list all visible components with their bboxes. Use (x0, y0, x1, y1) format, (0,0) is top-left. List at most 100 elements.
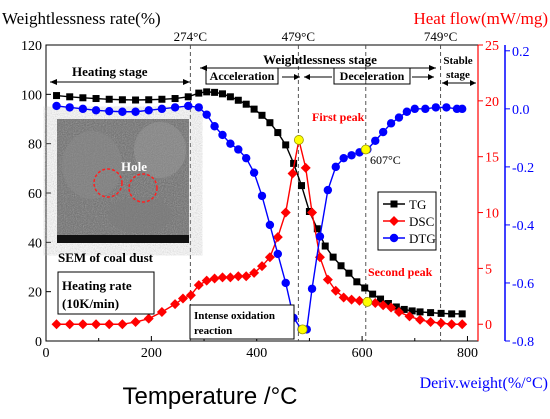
data-point-tg (274, 129, 282, 137)
data-point-tg (448, 310, 456, 318)
right2-y-tick-label: -0.8 (512, 335, 534, 350)
deceleration-box (333, 67, 411, 85)
legend-marker-tg (390, 200, 398, 208)
data-point-tg (408, 307, 416, 315)
left-y-tick-label: 120 (21, 39, 42, 54)
data-point-tg (361, 284, 369, 292)
data-point-tg (437, 309, 445, 317)
data-point-dtg (194, 103, 203, 112)
data-point-tg (384, 300, 392, 308)
data-point-tg (105, 95, 113, 103)
data-point-dsc (287, 168, 298, 179)
data-point-dtg (157, 104, 167, 114)
data-point-dtg (386, 119, 396, 128)
weightlessness-stage-label: Weightlessness stage (263, 52, 377, 67)
data-point-dsc (241, 271, 252, 282)
deceleration-label: Deceleration (340, 69, 405, 83)
data-point-tg (377, 295, 385, 303)
heating-rate-label-2: (10K/min) (62, 296, 119, 311)
data-point-tg (118, 96, 126, 104)
data-point-dsc (338, 292, 349, 303)
legend-label-tg: TG (409, 197, 426, 212)
x-tick-label: 0 (43, 346, 50, 361)
data-point-dsc (404, 311, 415, 322)
data-point-dsc (257, 261, 267, 272)
data-point-tg (145, 96, 153, 104)
data-point-dtg (315, 232, 325, 241)
data-point-dtg (170, 103, 180, 112)
data-point-tg (392, 303, 400, 311)
data-point-dsc (346, 294, 357, 305)
data-point-dsc (117, 319, 128, 330)
data-point-dsc (193, 280, 204, 291)
heating-rate-box (57, 271, 155, 315)
data-point-dsc (280, 207, 291, 218)
data-point-dsc (209, 273, 220, 284)
left-axis-title: Weightlessness rate(%) (2, 9, 161, 28)
sem-hole-marker (128, 173, 158, 203)
right2-y-tick-label: -0.4 (512, 219, 534, 234)
data-point-dsc (264, 252, 275, 263)
data-point-dsc (386, 302, 397, 313)
data-point-tg (203, 88, 211, 96)
top-temperature-label: 749°C (424, 29, 457, 44)
data-point-tg (345, 269, 353, 277)
top-temperature-label: 479°C (282, 29, 315, 44)
data-point-tg (266, 119, 274, 127)
data-point-dsc (415, 314, 426, 325)
data-point-dtg (331, 162, 340, 172)
data-point-dtg (421, 104, 430, 114)
data-point-dtg (410, 104, 419, 114)
data-point-dtg (347, 151, 356, 160)
data-point-dsc (177, 293, 188, 304)
highlight-point (297, 324, 308, 335)
data-point-dsc (425, 317, 436, 328)
data-point-dtg (241, 153, 251, 163)
data-point-dtg (234, 145, 243, 154)
data-point-dsc (322, 274, 333, 285)
sem-hole-marker (93, 168, 123, 198)
right2-y-tick-label: -0.2 (512, 161, 534, 176)
data-point-tg (353, 278, 361, 286)
intense-oxidation-label-2: reaction (194, 325, 232, 337)
data-point-tg (258, 111, 266, 119)
right1-y-tick-label: 25 (485, 39, 499, 54)
data-point-tg (458, 310, 466, 318)
data-point-dsc (51, 319, 62, 330)
stable-stage-label-2: stage (446, 69, 470, 81)
data-point-dtg (52, 101, 61, 111)
legend-label-dsc: DSC (409, 214, 434, 229)
data-point-dsc (185, 290, 196, 301)
data-point-dtg (78, 104, 88, 114)
data-point-dsc (378, 300, 389, 311)
left-y-tick-label: 40 (28, 236, 42, 251)
series-tg (53, 88, 466, 318)
x-axis-title: Temperature /°C (123, 383, 298, 410)
highlight-point (362, 297, 373, 307)
first-peak-label: First peak (312, 110, 365, 124)
data-point-tg (66, 93, 74, 101)
data-point-dtg (339, 153, 348, 163)
heating-rate-label-1: Heating rate (62, 278, 132, 293)
acceleration-box (205, 67, 279, 85)
data-point-tg (416, 308, 424, 316)
data-point-dtg (323, 185, 333, 195)
data-point-dsc (272, 232, 283, 243)
data-point-dsc (393, 306, 404, 317)
intense-oxidation-box (189, 304, 295, 340)
data-point-dtg (131, 107, 140, 116)
left-y-tick-label: 0 (35, 335, 42, 350)
temp-607-label: 607°C (370, 153, 401, 167)
data-point-tg (298, 182, 306, 190)
left-y-tick-label: 80 (28, 138, 42, 153)
acceleration-label: Acceleration (210, 69, 275, 83)
data-point-dsc (217, 272, 228, 283)
data-point-dtg (273, 249, 283, 259)
data-point-dtg (442, 103, 451, 112)
data-point-tg (195, 89, 203, 97)
highlight-point (293, 135, 304, 145)
data-point-dtg (402, 107, 412, 116)
data-point-tg (171, 95, 179, 103)
data-point-dsc (225, 272, 236, 283)
second-peak-label: Second peak (368, 265, 433, 279)
